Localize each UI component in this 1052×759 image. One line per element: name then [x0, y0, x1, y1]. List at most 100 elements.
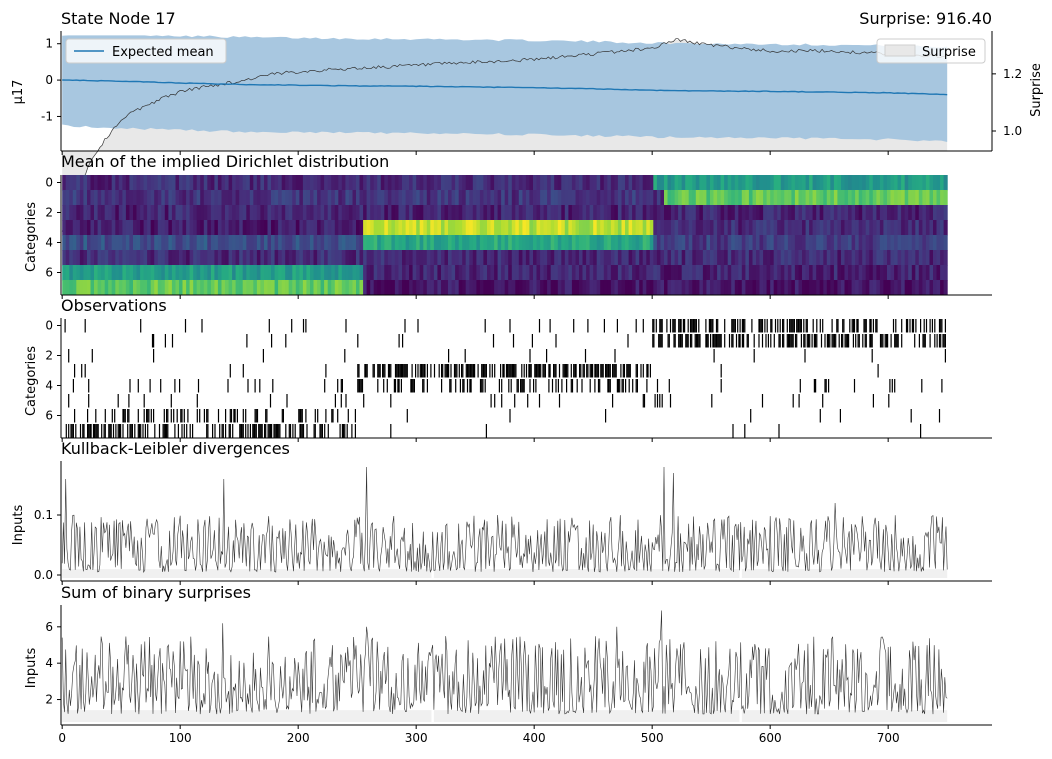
- heatmap-cell: [83, 205, 88, 221]
- heatmap-cell: [423, 190, 428, 206]
- heatmap-cell: [281, 235, 286, 251]
- heatmap-cell: [639, 280, 644, 296]
- heatmap-cell: [600, 175, 605, 191]
- observation-tick: [394, 364, 397, 378]
- heatmap-cell: [518, 190, 523, 206]
- heatmap-cell: [635, 250, 640, 266]
- heatmap-cell: [171, 235, 176, 251]
- heatmap-cell: [274, 280, 279, 296]
- observation-tick: [774, 319, 777, 333]
- heatmap-cell: [830, 235, 835, 251]
- heatmap-cell: [887, 250, 892, 266]
- heatmap-cell: [458, 250, 463, 266]
- heatmap-cell: [883, 250, 888, 266]
- heatmap-cell: [862, 280, 867, 296]
- heatmap-cell: [529, 190, 534, 206]
- observation-tick: [173, 409, 175, 423]
- heatmap-cell: [65, 250, 70, 266]
- heatmap-cell: [639, 175, 644, 191]
- observation-tick: [923, 319, 925, 333]
- heatmap-cell: [179, 205, 184, 221]
- heatmap-cell: [890, 205, 895, 221]
- heatmap-cell: [327, 265, 332, 281]
- heatmap-cell: [763, 205, 768, 221]
- observation-tick: [321, 424, 323, 438]
- heatmap-cell: [133, 280, 138, 296]
- heatmap-cell: [685, 190, 690, 206]
- observation-tick: [317, 409, 319, 423]
- heatmap-cell: [533, 250, 538, 266]
- heatmap-cell: [617, 175, 622, 191]
- heatmap-cell: [115, 190, 120, 206]
- heatmap-cell: [426, 190, 431, 206]
- observation-tick: [354, 424, 356, 438]
- heatmap-cell: [890, 280, 895, 296]
- heatmap-cell: [423, 220, 428, 236]
- observation-tick: [288, 424, 290, 438]
- heatmap-cell: [235, 220, 240, 236]
- heatmap-cell: [441, 280, 446, 296]
- heatmap-cell: [787, 205, 792, 221]
- y-tick-label: 4: [45, 236, 53, 250]
- heatmap-cell: [918, 205, 923, 221]
- observation-tick: [340, 394, 342, 408]
- observation-tick: [236, 409, 238, 423]
- heatmap-cell: [794, 205, 799, 221]
- heatmap-cell: [543, 220, 548, 236]
- heatmap-cell: [876, 280, 881, 296]
- heatmap-cell: [143, 280, 148, 296]
- observation-tick: [590, 364, 592, 378]
- observation-tick: [535, 379, 537, 393]
- heatmap-cell: [883, 220, 888, 236]
- heatmap-cell: [773, 190, 778, 206]
- heatmap-cell: [94, 265, 99, 281]
- heatmap-cell: [911, 280, 916, 296]
- heatmap-cell: [186, 220, 191, 236]
- y-tick-label: 2: [45, 693, 53, 707]
- heatmap-cell: [748, 250, 753, 266]
- heatmap-cell: [455, 265, 460, 281]
- heatmap-cell: [522, 220, 527, 236]
- heatmap-cell: [154, 205, 159, 221]
- observation-tick: [936, 334, 938, 348]
- heatmap-cell: [267, 190, 272, 206]
- heatmap-cell: [249, 190, 254, 206]
- observation-tick: [865, 334, 867, 348]
- observation-tick: [845, 334, 847, 348]
- heatmap-cell: [281, 175, 286, 191]
- observation-tick: [920, 424, 922, 438]
- observation-tick: [672, 319, 674, 333]
- heatmap-cell: [433, 190, 438, 206]
- observation-tick: [448, 364, 450, 378]
- heatmap-cell: [862, 250, 867, 266]
- heatmap-cell: [784, 190, 789, 206]
- heatmap-cell: [62, 250, 67, 266]
- heatmap-cell: [897, 190, 902, 206]
- heatmap-cell: [713, 175, 718, 191]
- heatmap-cell: [487, 265, 492, 281]
- heatmap-cell: [579, 190, 584, 206]
- observation-tick: [728, 334, 731, 348]
- heatmap-cell: [380, 250, 385, 266]
- heatmap-cell: [918, 250, 923, 266]
- heatmap-cell: [433, 250, 438, 266]
- heatmap-cell: [122, 220, 127, 236]
- heatmap-cell: [196, 280, 201, 296]
- heatmap-cell: [617, 205, 622, 221]
- observation-tick: [501, 394, 503, 408]
- heatmap-cell: [366, 280, 371, 296]
- heatmap-cell: [182, 250, 187, 266]
- observation-tick: [608, 364, 610, 378]
- heatmap-cell: [667, 235, 672, 251]
- heatmap-cell: [441, 205, 446, 221]
- observation-tick: [110, 424, 112, 438]
- heatmap-cell: [748, 190, 753, 206]
- heatmap-cell: [915, 220, 920, 236]
- heatmap-cell: [561, 265, 566, 281]
- observation-tick: [621, 379, 623, 393]
- heatmap-cell: [809, 250, 814, 266]
- heatmap-cell: [826, 235, 831, 251]
- observation-tick: [87, 409, 89, 423]
- heatmap-cell: [359, 205, 364, 221]
- heatmap-cell: [295, 220, 300, 236]
